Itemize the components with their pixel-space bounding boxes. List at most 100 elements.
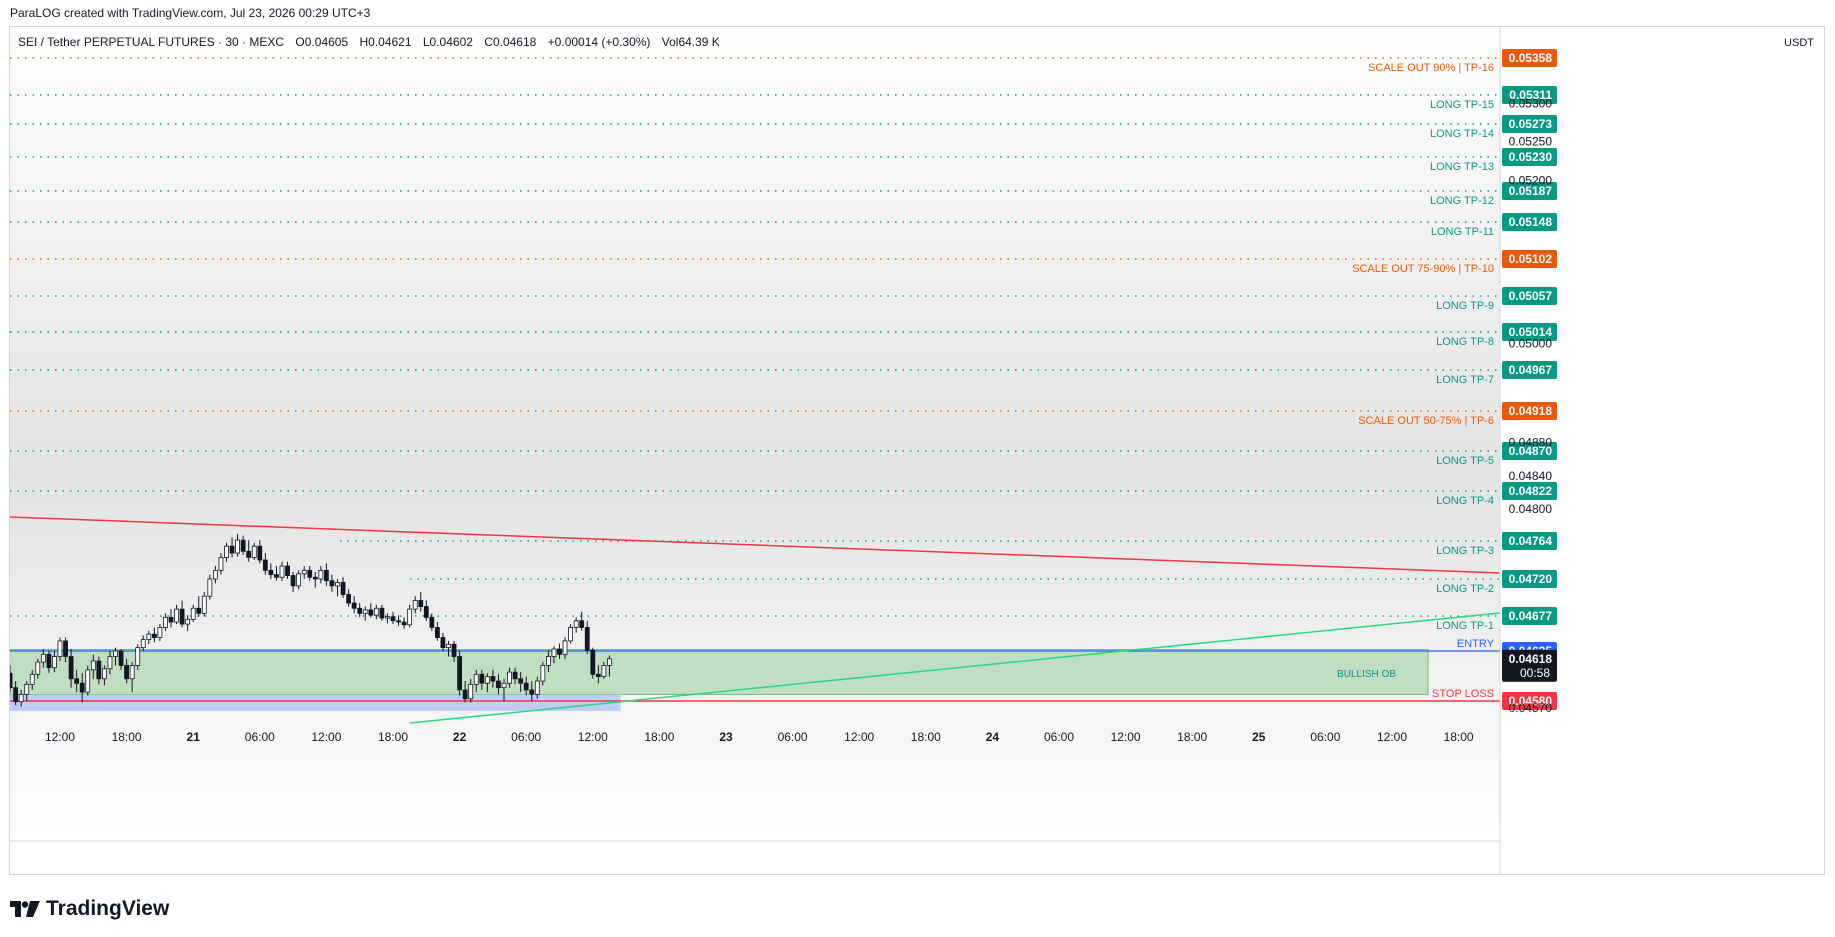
price-tag-text-long-tp-12: 0.05187 [1509, 184, 1553, 198]
price-tag-scale-out-50-75-tp-6[interactable] [1502, 402, 1557, 420]
candle-body [451, 643, 457, 657]
x-tick-label: 06:00 [1044, 730, 1074, 744]
resistance-trendline[interactable] [10, 516, 1501, 574]
price-tag-long-tp-1[interactable] [1502, 607, 1557, 625]
candle-body [40, 653, 46, 663]
price-tag-long-tp-12[interactable] [1502, 182, 1557, 200]
bullish-ob-zone[interactable] [10, 649, 1429, 695]
x-tick-label: 12:00 [1377, 730, 1407, 744]
candle-body [262, 559, 268, 571]
candle-body [79, 682, 85, 693]
candle-body [429, 616, 435, 628]
level-label-scale-out-50-75-tp-6: SCALE OUT 50-75% | TP-6 [1358, 415, 1494, 427]
candle-body [579, 620, 585, 628]
y-tick-label: 0.05300 [1509, 96, 1553, 110]
price-tag-text-long-tp-2: 0.04720 [1509, 572, 1553, 586]
candle-body [340, 582, 346, 595]
y-tick-label: 0.04880 [1509, 436, 1553, 450]
price-tag-long-tp-9[interactable] [1502, 287, 1557, 305]
tradingview-logo-icon [10, 901, 40, 917]
x-tick-label: 06:00 [245, 730, 275, 744]
price-tag-text-long-tp-8: 0.05014 [1509, 325, 1553, 339]
price-tag-long-tp-11[interactable] [1502, 213, 1557, 231]
candle-body [212, 569, 218, 580]
candle-body [385, 616, 390, 619]
level-label-scale-out-90-tp-16: SCALE OUT 90% | TP-16 [1368, 62, 1494, 74]
level-label-long-tp-2: LONG TP-2 [1436, 583, 1494, 595]
candle-body [346, 594, 352, 604]
symbol-name[interactable]: SEI / Tether PERPETUAL FUTURES · 30 · ME… [18, 35, 285, 49]
symbol-header: SEI / Tether PERPETUAL FUTURES · 30 · ME… [18, 35, 728, 49]
level-label-entry: ENTRY [1457, 638, 1495, 650]
candle-body [57, 640, 63, 657]
candle-body [473, 673, 479, 685]
y-tick-label: 0.05250 [1509, 135, 1553, 149]
plot-background [10, 27, 1500, 841]
price-tag-long-tp-3[interactable] [1502, 532, 1557, 550]
level-label-long-tp-11: LONG TP-11 [1431, 226, 1494, 238]
price-tag-long-tp-13[interactable] [1502, 148, 1557, 166]
level-label-long-tp-15: LONG TP-15 [1430, 99, 1494, 111]
volume: Vol64.39 K [661, 35, 720, 49]
candle-body [518, 678, 524, 684]
candle-body [401, 621, 407, 626]
price-tag-long-tp-14[interactable] [1502, 115, 1557, 133]
candle-body [174, 608, 179, 623]
candle-body [179, 608, 185, 625]
price-tag-text-long-tp-3: 0.04764 [1509, 534, 1553, 548]
candle-body [607, 658, 612, 666]
candle-body [168, 616, 174, 623]
y-tick-label: 0.04570 [1509, 701, 1553, 715]
candle-body [140, 639, 146, 649]
candle-body [257, 545, 263, 561]
candle-body [335, 582, 340, 587]
chart-frame: BULLISH OB SCALE OUT 90% | TP-16 0.05358 LO… [9, 26, 1825, 875]
tradingview-logo[interactable]: TradingView [10, 897, 169, 921]
candle-body [562, 640, 568, 655]
candle-body [418, 600, 424, 607]
candle-body [29, 673, 35, 685]
candle-body [68, 656, 74, 680]
level-label-long-tp-5: LONG TP-5 [1436, 455, 1494, 467]
price-tag-stop-loss[interactable] [1502, 692, 1557, 710]
price-tag-long-tp-2[interactable] [1502, 570, 1557, 588]
candle-body [312, 576, 318, 580]
candle-body [301, 569, 307, 575]
candle-body [207, 578, 213, 597]
price-tag-long-tp-5[interactable] [1502, 442, 1557, 460]
price-tag-text-long-tp-4: 0.04822 [1509, 484, 1553, 498]
x-tick-label: 06:00 [511, 730, 541, 744]
price-tag-scale-out-90-tp-16[interactable] [1502, 49, 1557, 67]
candle-body [568, 627, 573, 642]
currency-label[interactable]: USDT [1784, 37, 1814, 49]
candle-body [368, 609, 374, 616]
price-tag-long-tp-15[interactable] [1502, 86, 1557, 104]
candle-body [157, 627, 163, 638]
candle-body [590, 649, 596, 675]
candle-body [490, 676, 496, 682]
price-tag-long-tp-7[interactable] [1502, 361, 1557, 379]
ohlc-low: L0.04602 [422, 35, 473, 49]
y-tick-label: 0.05200 [1509, 174, 1553, 188]
candle-body [251, 545, 257, 558]
candle-body [90, 660, 96, 671]
price-tag-scale-out-75-90-tp-10[interactable] [1502, 250, 1557, 268]
price-tag-long-tp-8[interactable] [1502, 323, 1557, 341]
candle-body [285, 565, 290, 576]
price-tag-long-tp-4[interactable] [1502, 482, 1557, 500]
price-tag-text-long-tp-15: 0.05311 [1509, 88, 1552, 102]
candle-body [412, 600, 418, 610]
ohlc-change: +0.00014 (+0.30%) [547, 35, 651, 49]
price-tag-text-stop-loss: 0.04580 [1509, 694, 1553, 708]
current-price-tag[interactable] [1502, 649, 1557, 682]
candle-body [113, 650, 118, 657]
chart-svg[interactable]: BULLISH OB SCALE OUT 90% | TP-16 0.05358 LO… [10, 27, 1825, 875]
support-trendline[interactable] [409, 612, 1501, 724]
level-label-long-tp-4: LONG TP-4 [1436, 495, 1494, 507]
candle-body [512, 671, 518, 680]
candle-body [18, 693, 24, 703]
y-tick-label: 0.04840 [1509, 469, 1553, 483]
candle-body [496, 680, 501, 689]
candle-body [246, 550, 252, 558]
x-tick-label: 25 [1252, 730, 1266, 744]
